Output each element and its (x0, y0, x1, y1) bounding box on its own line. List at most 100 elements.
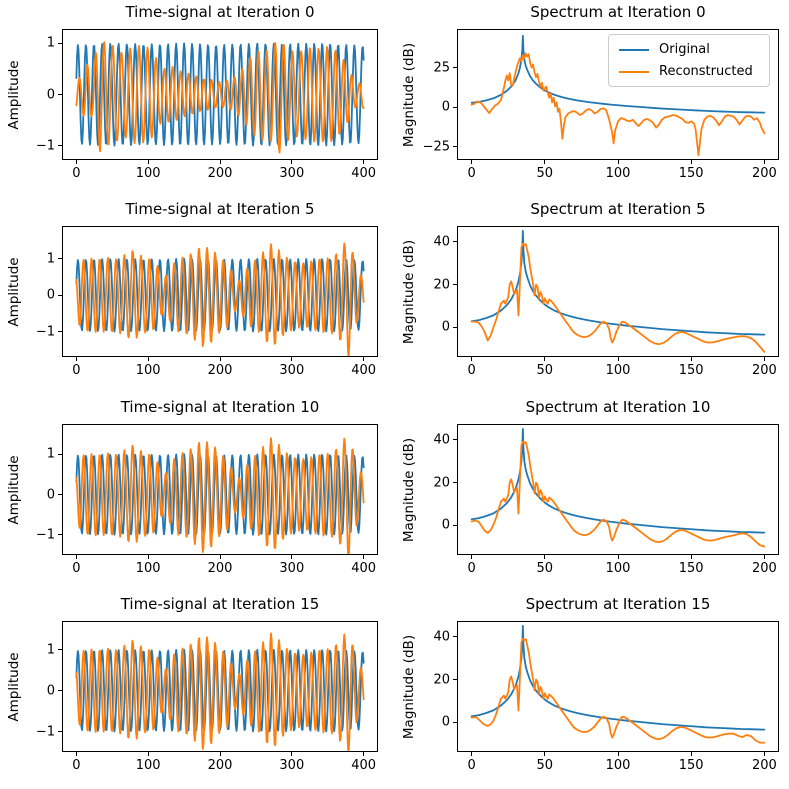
x-tick-mark (363, 752, 365, 756)
x-tick-mark (291, 555, 293, 559)
y-tick-mark (453, 67, 457, 69)
y-tick-label: 0 (46, 287, 55, 303)
series-line-original (470, 230, 766, 336)
y-tick-mark (58, 294, 62, 296)
y-tick-label: 0 (46, 487, 55, 503)
x-tick-label: 200 (751, 758, 777, 773)
series-line-reconstructed (75, 242, 365, 357)
x-tick-label: 400 (351, 363, 377, 378)
x-tick-mark (291, 752, 293, 756)
x-tick-label: 0 (467, 758, 476, 773)
x-tick-label: 300 (279, 363, 305, 378)
series-line-reconstructed (470, 440, 766, 548)
axes-spine (62, 424, 378, 555)
y-tick-label: 1 (46, 446, 55, 462)
y-tick-label: −1 (35, 138, 55, 154)
x-tick-mark (763, 555, 765, 559)
plot-area (457, 621, 779, 752)
y-tick-mark (58, 145, 62, 147)
y-tick-mark (453, 106, 457, 108)
x-tick-mark (690, 357, 692, 361)
x-tick-label: 300 (279, 166, 305, 181)
series-line-reconstructed (470, 242, 766, 353)
x-tick-label: 0 (72, 758, 81, 773)
chart-title: Spectrum at Iteration 0 (530, 3, 706, 21)
plot-area (62, 621, 378, 752)
y-tick-mark (453, 524, 457, 526)
chart-title: Spectrum at Iteration 5 (530, 200, 706, 218)
x-tick-mark (617, 357, 619, 361)
y-tick-mark (453, 326, 457, 328)
axes-spine (62, 29, 378, 160)
x-tick-label: 50 (536, 561, 554, 576)
axes-spine (457, 29, 779, 160)
y-tick-label: 0 (441, 319, 450, 335)
y-tick-label: 1 (46, 642, 55, 658)
plot-area (62, 226, 378, 357)
y-tick-mark (453, 679, 457, 681)
subplot-time-signal-iter-0: Time-signal at Iteration 0 Amplitude 0 10… (6, 3, 378, 181)
x-tick-label: 100 (605, 363, 631, 378)
series-line-reconstructed (470, 52, 766, 157)
x-tick-label: 0 (467, 363, 476, 378)
y-tick-label: −1 (35, 724, 55, 740)
x-tick-mark (763, 752, 765, 756)
x-tick-label: 0 (467, 561, 476, 576)
plot-area (457, 226, 779, 357)
y-tick-mark (58, 731, 62, 733)
plot-area (62, 424, 378, 555)
x-tick-label: 50 (536, 363, 554, 378)
x-tick-label: 100 (605, 561, 631, 576)
subplot-time-signal-iter-5: Time-signal at Iteration 5 Amplitude 0 10… (6, 200, 378, 378)
y-tick-label: −25 (422, 139, 450, 155)
x-tick-mark (763, 160, 765, 164)
series-line-reconstructed (75, 437, 365, 555)
chart-title: Spectrum at Iteration 15 (525, 595, 711, 613)
x-tick-mark (75, 555, 77, 559)
x-tick-label: 0 (72, 561, 81, 576)
x-tick-mark (219, 357, 221, 361)
subplot-spectrum-iter-10: Spectrum at Iteration 10 Magnitude (dB) … (401, 398, 779, 576)
legend-label-reconstructed: Reconstructed (659, 64, 753, 79)
x-tick-label: 0 (467, 166, 476, 181)
x-tick-mark (219, 752, 221, 756)
x-tick-label: 0 (72, 166, 81, 181)
x-tick-mark (471, 555, 473, 559)
chart-title: Time-signal at Iteration 15 (120, 595, 320, 613)
axes-spine (62, 226, 378, 357)
x-tick-mark (690, 160, 692, 164)
y-tick-label: 0 (441, 99, 450, 115)
y-tick-mark (453, 284, 457, 286)
series-line-original (470, 34, 766, 114)
x-tick-mark (544, 357, 546, 361)
y-tick-label: 40 (433, 234, 450, 250)
y-tick-mark (453, 439, 457, 441)
x-tick-label: 300 (279, 561, 305, 576)
x-tick-mark (75, 160, 77, 164)
x-tick-mark (471, 160, 473, 164)
x-tick-label: 150 (678, 561, 704, 576)
x-tick-label: 0 (72, 363, 81, 378)
x-tick-mark (219, 555, 221, 559)
y-tick-label: 0 (46, 87, 55, 102)
x-tick-mark (617, 160, 619, 164)
axes-spine (457, 226, 779, 357)
x-tick-label: 400 (351, 166, 377, 181)
y-tick-label: 1 (46, 251, 55, 267)
legend-label-original: Original (659, 42, 710, 57)
legend-entry-reconstructed: Reconstructed (619, 64, 759, 79)
x-tick-label: 100 (135, 561, 161, 576)
subplot-spectrum-iter-0: Spectrum at Iteration 0 Magnitude (dB) 0… (401, 3, 779, 181)
x-tick-mark (147, 160, 149, 164)
y-tick-mark (58, 94, 62, 95)
y-tick-mark (58, 690, 62, 692)
legend-entry-original: Original (619, 42, 759, 57)
x-tick-mark (291, 160, 293, 164)
x-tick-label: 100 (135, 166, 161, 181)
plot-area (457, 29, 779, 160)
x-tick-label: 150 (678, 758, 704, 773)
axes-spine (457, 621, 779, 752)
